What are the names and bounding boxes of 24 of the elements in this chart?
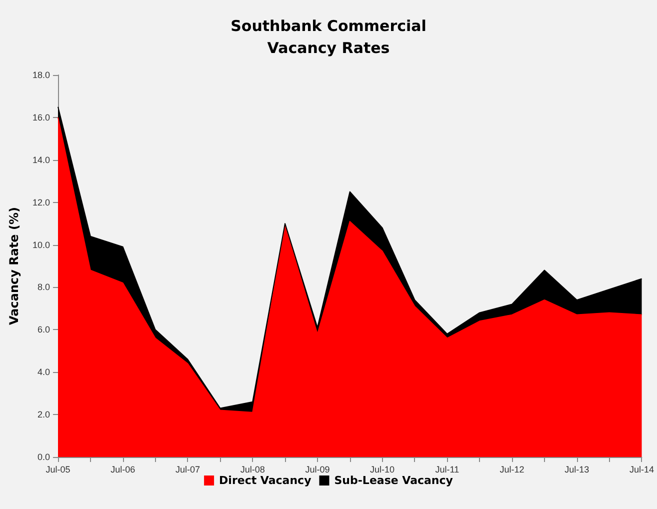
y-tick-label: 12.0 — [32, 197, 50, 208]
legend-label: Sub-Lease Vacancy — [334, 474, 453, 487]
y-tick-label: 0.0 — [37, 452, 50, 462]
y-tick-label: 14.0 — [32, 154, 50, 165]
x-tick-label: Jul-14 — [629, 464, 654, 474]
y-tick-label: 18.0 — [32, 70, 50, 80]
x-tick-label: Jul-10 — [370, 464, 395, 474]
x-tick-label: Jul-11 — [435, 464, 460, 474]
y-tick-label: 8.0 — [37, 282, 50, 292]
y-tick-label: 2.0 — [37, 410, 50, 420]
x-tick-label: Jul-09 — [305, 464, 330, 474]
y-tick-label: 16.0 — [32, 112, 50, 122]
x-tick-label: Jul-05 — [46, 464, 70, 474]
x-tick-label: Jul-08 — [240, 464, 265, 474]
x-tick-label: Jul-12 — [500, 464, 524, 474]
chart-title: Southbank Commercial Vacancy Rates — [230, 17, 426, 57]
y-tick-label: 10.0 — [32, 240, 50, 250]
y-axis-title: Vacancy Rate (%) — [7, 207, 21, 325]
x-tick-label: Jul-06 — [110, 464, 136, 474]
x-tick-label: Jul-13 — [564, 464, 590, 474]
legend-label: Direct Vacancy — [219, 474, 312, 487]
y-tick-label: 4.0 — [37, 367, 50, 378]
x-tick-label: Jul-07 — [175, 464, 200, 474]
y-tick-label: 6.0 — [37, 324, 50, 335]
